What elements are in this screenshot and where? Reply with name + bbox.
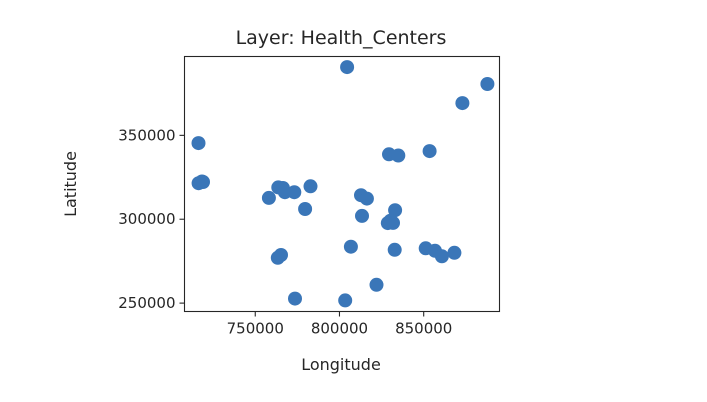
- scatter-point: [270, 250, 285, 265]
- plot-area-frame: [183, 55, 501, 313]
- scatter-point: [359, 191, 374, 206]
- scatter-point: [369, 277, 384, 292]
- scatter-point: [386, 215, 400, 230]
- x-tick-label: 750000: [227, 320, 284, 338]
- y-tick-label: 300000: [118, 210, 175, 228]
- scatter-point: [434, 249, 449, 264]
- y-axis-label: Latitude: [61, 151, 80, 217]
- points-layer: [191, 60, 495, 308]
- scatter-point: [480, 77, 495, 91]
- scatter-point: [303, 179, 318, 194]
- scatter-point: [288, 291, 302, 306]
- x-axis-ticks: 750000 800000 850000: [227, 311, 452, 338]
- scatter-point: [261, 190, 276, 205]
- scatter-point: [422, 144, 437, 159]
- scatter-point: [455, 96, 470, 111]
- scatter-point: [343, 239, 358, 254]
- x-axis-label: Longitude: [301, 355, 381, 374]
- y-tick-label: 250000: [118, 294, 175, 312]
- scatter-point: [388, 203, 403, 218]
- y-axis-ticks: 250000 300000 350000: [118, 126, 185, 312]
- scatter-point: [287, 185, 302, 200]
- y-tick-label: 350000: [118, 126, 175, 144]
- x-tick-label: 800000: [311, 320, 368, 338]
- scatter-point: [355, 208, 369, 223]
- scatter-point: [391, 148, 406, 163]
- scatter-point: [447, 245, 462, 260]
- scatter-point: [340, 60, 355, 75]
- chart-title: Layer: Health_Centers: [236, 27, 447, 49]
- scatter-point: [387, 242, 402, 257]
- scatter-point: [298, 202, 313, 216]
- x-tick-label: 850000: [395, 320, 452, 338]
- scatter-point: [338, 293, 353, 308]
- scatter-point: [191, 136, 206, 151]
- scatter-point: [196, 175, 210, 189]
